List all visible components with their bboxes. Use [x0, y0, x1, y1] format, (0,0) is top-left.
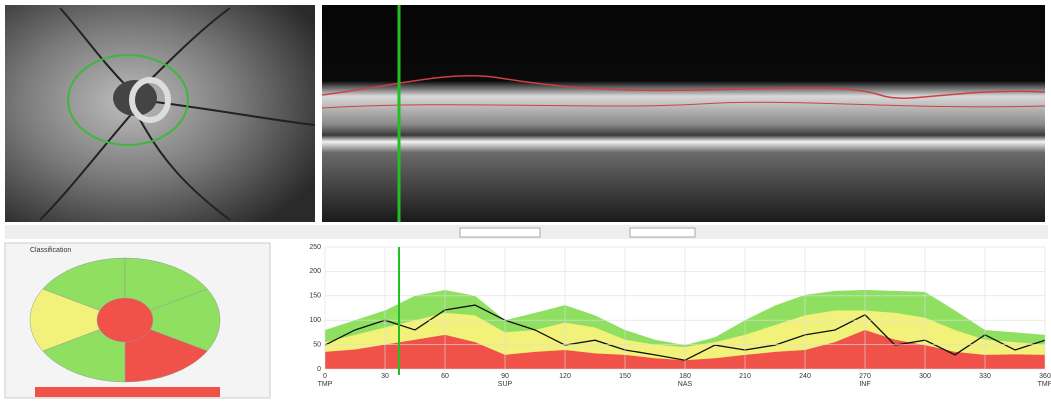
y-tick-label: 150 [309, 293, 321, 300]
x-tick-label: 90 [501, 373, 509, 380]
x-tick-label: 240 [799, 373, 811, 380]
page: body { margin: 0; width: 1051px; height:… [0, 0, 1051, 401]
classification-result [35, 387, 220, 397]
x-tick-label: 270 [859, 373, 871, 380]
x-tick-label: 150 [619, 373, 631, 380]
sector-label: NAS [678, 381, 693, 388]
x-tick-label: 120 [559, 373, 571, 380]
y-tick-label: 0 [317, 366, 321, 373]
y-tick-label: 50 [313, 341, 321, 348]
y-tick-label: 250 [309, 244, 321, 251]
oct-scan [322, 5, 1045, 222]
x-tick-label: 330 [979, 373, 991, 380]
sector-label: INF [859, 381, 870, 388]
sector-label: SUP [498, 381, 513, 388]
x-tick-label: 0 [323, 373, 327, 380]
x-tick-label: 360 [1039, 373, 1051, 380]
x-tick-label: 210 [739, 373, 751, 380]
x-tick-label: 60 [441, 373, 449, 380]
x-tick-label: 30 [381, 373, 389, 380]
page-body: {"panel_title": "Classification", "chart… [0, 0, 1051, 401]
zoom-control[interactable] [460, 228, 540, 237]
sector-center [97, 298, 153, 342]
x-tick-label: 180 [679, 373, 691, 380]
sector-diagram [30, 258, 220, 382]
sector-label: TMP [1038, 381, 1051, 388]
display-select[interactable] [630, 228, 695, 237]
x-tick-label: 300 [919, 373, 931, 380]
panel-title: Classification [30, 247, 71, 254]
y-tick-label: 200 [309, 268, 321, 275]
y-tick-label: 100 [309, 317, 321, 324]
screen: Classification 0 50 100 150 200 250 0 30 60 90 120… [0, 0, 1051, 401]
sector-label: TMP [318, 381, 333, 388]
